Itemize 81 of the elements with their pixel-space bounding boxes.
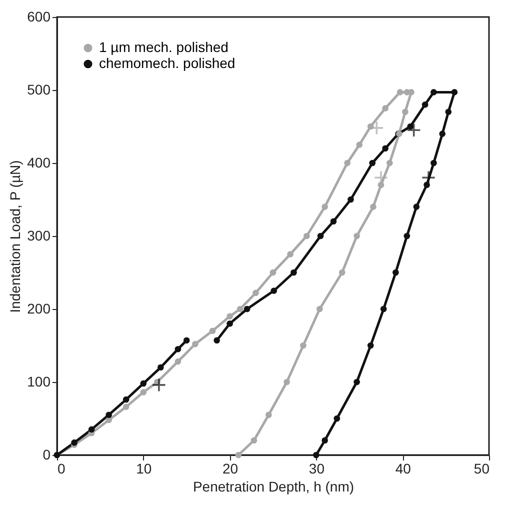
point [252, 290, 259, 296]
point [445, 108, 452, 116]
point [369, 160, 376, 166]
point [270, 288, 278, 294]
point [183, 337, 190, 344]
point [313, 452, 320, 458]
point [158, 364, 164, 371]
legend-label: 1 µm mech. polished [99, 39, 228, 55]
point [451, 89, 458, 96]
point [344, 160, 350, 166]
x-axis-title: Penetration Depth, h (nm) [192, 478, 354, 494]
point [382, 105, 388, 112]
point [88, 426, 95, 433]
point [392, 269, 399, 276]
point [250, 437, 258, 444]
point [174, 358, 182, 365]
point [316, 306, 323, 312]
point [367, 342, 374, 349]
point [402, 108, 408, 116]
x-tick-label: 10 [136, 460, 152, 476]
point [386, 160, 393, 166]
point [106, 412, 112, 418]
point [338, 269, 346, 276]
point [354, 378, 360, 386]
point [317, 232, 324, 240]
x-tick-label: 0 [58, 460, 66, 476]
point [270, 269, 276, 276]
y-axis-title: Indentation Load, P (µN) [7, 160, 24, 313]
point [330, 218, 337, 225]
point [174, 346, 182, 352]
point [209, 328, 216, 334]
point [304, 232, 310, 240]
y-tick-label: 300 [27, 228, 51, 244]
point [192, 340, 198, 348]
point [370, 204, 376, 210]
point [348, 196, 354, 203]
point [106, 416, 112, 424]
point [290, 269, 297, 276]
x-tick-label: 20 [222, 460, 238, 476]
x-tick-label: 40 [395, 460, 412, 476]
point [382, 145, 388, 152]
point [413, 204, 420, 210]
y-tick-label: 400 [27, 154, 51, 170]
point [287, 251, 294, 258]
x-tick-label: 50 [474, 460, 490, 476]
point [300, 342, 306, 349]
x-tick-label: 30 [308, 460, 325, 476]
point [404, 232, 410, 240]
point [406, 122, 422, 138]
y-tick-label: 600 [27, 8, 51, 24]
point [422, 101, 428, 108]
point [214, 337, 220, 344]
point [122, 404, 130, 410]
y-tick-label: 500 [27, 82, 51, 98]
point [334, 415, 340, 422]
point [430, 160, 437, 166]
point [226, 320, 233, 327]
point [430, 89, 437, 96]
point [152, 378, 166, 392]
point [356, 142, 363, 148]
point [322, 204, 328, 210]
point [380, 306, 387, 312]
point [226, 313, 233, 320]
y-tick-label: 100 [27, 374, 51, 390]
point [266, 412, 272, 418]
point [284, 378, 290, 386]
point [140, 380, 147, 387]
point [237, 306, 244, 312]
point [235, 452, 242, 458]
legend-label: chemomech. polished [99, 55, 236, 71]
point [322, 437, 328, 444]
point [140, 389, 147, 396]
point [396, 89, 404, 96]
point [244, 306, 250, 312]
y-tick-label: 200 [27, 300, 51, 316]
point [122, 396, 130, 403]
point [439, 130, 446, 137]
point [421, 170, 436, 185]
point [354, 232, 360, 240]
y-tick-label: 0 [42, 446, 51, 462]
point [71, 439, 78, 446]
